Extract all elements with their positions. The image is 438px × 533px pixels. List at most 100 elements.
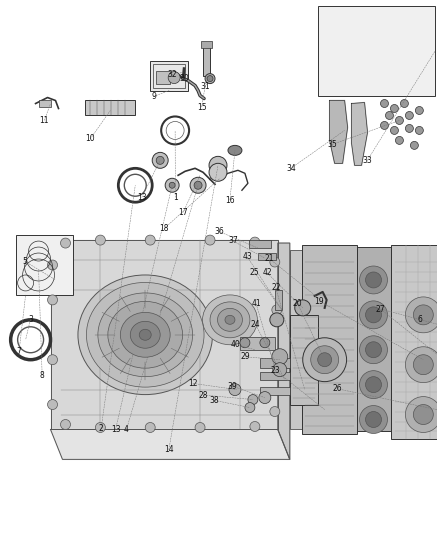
Text: 9: 9: [151, 92, 156, 101]
Bar: [85, 100, 135, 116]
Circle shape: [366, 377, 381, 393]
Bar: [258, 253, 276, 260]
Text: 30: 30: [179, 75, 189, 84]
Text: 17: 17: [178, 208, 188, 217]
Circle shape: [390, 126, 399, 134]
Circle shape: [245, 402, 255, 413]
Circle shape: [381, 100, 389, 108]
Polygon shape: [50, 430, 290, 459]
Ellipse shape: [210, 302, 250, 338]
Text: 15: 15: [197, 103, 206, 111]
Text: 19: 19: [314, 296, 324, 305]
Ellipse shape: [120, 312, 170, 357]
Circle shape: [270, 313, 284, 327]
Circle shape: [48, 400, 57, 409]
Text: 33: 33: [363, 156, 372, 165]
Circle shape: [48, 355, 57, 365]
Text: 8: 8: [40, 371, 45, 380]
Bar: [39, 100, 50, 107]
Bar: [318, 6, 435, 95]
Circle shape: [207, 76, 213, 82]
Circle shape: [95, 235, 106, 245]
Ellipse shape: [86, 282, 204, 387]
Bar: [275, 290, 282, 310]
Circle shape: [360, 336, 388, 364]
Circle shape: [381, 122, 389, 130]
Circle shape: [303, 338, 346, 382]
Circle shape: [48, 295, 57, 305]
Bar: [203, 44, 210, 76]
Bar: [260, 386, 290, 394]
Text: 43: 43: [243, 253, 252, 261]
Text: 40: 40: [231, 340, 240, 349]
Ellipse shape: [78, 275, 212, 394]
Polygon shape: [278, 243, 290, 459]
Circle shape: [396, 136, 403, 144]
Bar: [357, 247, 392, 432]
Circle shape: [413, 405, 433, 424]
Circle shape: [168, 71, 180, 84]
Bar: [260, 358, 290, 368]
Circle shape: [413, 355, 433, 375]
Circle shape: [406, 111, 413, 119]
Circle shape: [360, 370, 388, 399]
Circle shape: [400, 100, 408, 108]
Bar: [153, 63, 185, 87]
Text: 28: 28: [199, 391, 208, 400]
Text: 12: 12: [188, 379, 198, 388]
Circle shape: [272, 349, 288, 365]
Text: 26: 26: [332, 384, 342, 393]
Bar: [302, 245, 357, 434]
Circle shape: [311, 346, 339, 374]
Text: 4: 4: [124, 425, 129, 434]
Circle shape: [406, 124, 413, 132]
Bar: [16, 235, 74, 295]
Circle shape: [295, 300, 311, 316]
Circle shape: [360, 266, 388, 294]
Circle shape: [390, 104, 399, 112]
Circle shape: [366, 307, 381, 323]
Bar: [201, 41, 212, 47]
Text: 37: 37: [228, 237, 238, 246]
Text: 39: 39: [227, 382, 237, 391]
Circle shape: [152, 152, 168, 168]
Circle shape: [406, 297, 438, 333]
Circle shape: [156, 156, 164, 164]
Text: 6: 6: [417, 315, 422, 324]
Polygon shape: [352, 102, 367, 165]
Text: 16: 16: [225, 196, 235, 205]
Ellipse shape: [218, 309, 242, 332]
Text: 20: 20: [293, 299, 302, 308]
Bar: [249, 240, 271, 248]
Ellipse shape: [108, 301, 183, 368]
Bar: [156, 71, 170, 84]
Ellipse shape: [98, 293, 193, 377]
Circle shape: [145, 235, 155, 245]
Text: 5: 5: [22, 257, 27, 265]
Circle shape: [95, 423, 106, 432]
Circle shape: [259, 392, 271, 403]
Bar: [290, 250, 302, 430]
Bar: [392, 245, 438, 439]
Text: 3: 3: [28, 315, 33, 324]
Text: 35: 35: [328, 140, 337, 149]
Text: 22: 22: [271, 283, 280, 292]
Text: 25: 25: [250, 269, 260, 277]
Text: 32: 32: [167, 70, 177, 79]
Text: 41: 41: [251, 299, 261, 308]
Circle shape: [194, 181, 202, 189]
Bar: [260, 372, 290, 379]
Circle shape: [248, 394, 258, 405]
Text: 2: 2: [99, 424, 103, 433]
Text: 31: 31: [200, 83, 210, 92]
Text: 34: 34: [286, 164, 296, 173]
Text: 36: 36: [214, 227, 224, 236]
Circle shape: [396, 117, 403, 124]
Circle shape: [415, 107, 424, 115]
Circle shape: [190, 177, 206, 193]
Bar: [240, 337, 275, 350]
Ellipse shape: [139, 329, 151, 340]
Circle shape: [205, 74, 215, 84]
Circle shape: [366, 411, 381, 427]
Circle shape: [406, 397, 438, 432]
